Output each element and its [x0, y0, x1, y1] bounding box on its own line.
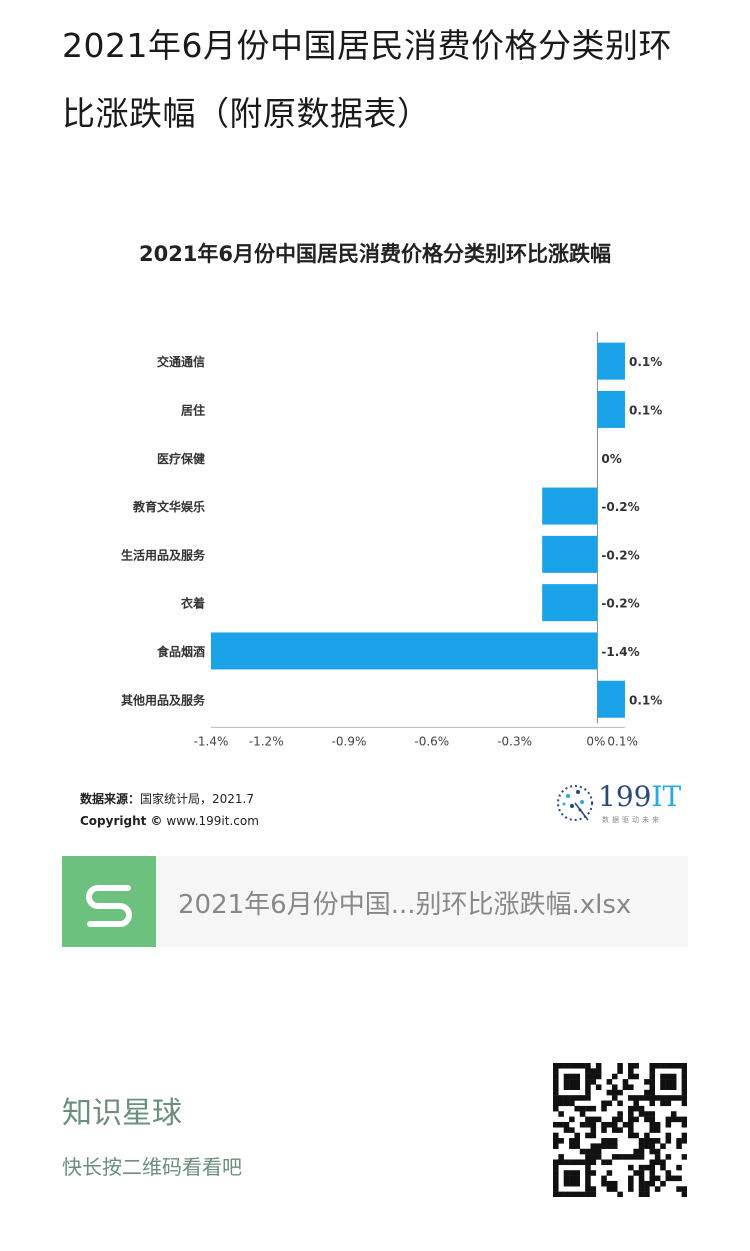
data-label: -0.2% [601, 548, 639, 562]
bar-4 [542, 535, 598, 573]
category-label: 居住 [181, 402, 205, 417]
file-name: 2021年6月份中国...别环比涨跌幅.xlsx [178, 890, 632, 920]
chart-source: 数据来源：国家统计局，2021.7 Copyright © www.199it.… [80, 788, 259, 832]
x-tick-label: -0.3% [497, 734, 532, 748]
logo-it: IT [651, 780, 682, 813]
bar-3 [542, 487, 598, 525]
spreadsheet-s-icon [62, 856, 156, 947]
bar-7 [597, 680, 625, 718]
attachment-file-card[interactable]: 2021年6月份中国...别环比涨跌幅.xlsx [62, 856, 688, 947]
qr-code-icon[interactable] [553, 1063, 688, 1198]
bar-5 [542, 584, 598, 622]
data-label: -0.2% [601, 597, 639, 611]
x-tick-label: -1.2% [249, 734, 284, 748]
copyright-text: www.199it.com [166, 814, 259, 828]
planet-name: 知识星球 [62, 1096, 182, 1131]
bar-6 [211, 632, 598, 670]
x-tick-label: -1.4% [194, 734, 229, 748]
category-label: 其他用品及服务 [121, 692, 206, 707]
data-label: 0% [601, 452, 621, 466]
category-label: 教育文华娱乐 [132, 499, 205, 514]
chart-title: 2021年6月份中国居民消费价格分类别环比涨跌幅 [138, 242, 612, 266]
logo-number: 199 [598, 780, 652, 813]
source-label: 数据来源： [80, 792, 141, 806]
data-label: -1.4% [601, 645, 639, 659]
bar-chart: 交通通信 0.1% 居住 0.1% 医疗保健 0% 教育文华娱乐 -0.2% 生活用品及服务 -0… [121, 332, 662, 748]
category-label: 医疗保健 [157, 451, 206, 466]
category-label: 衣着 [181, 596, 205, 611]
category-label: 食品烟酒 [156, 644, 205, 659]
data-label: 0.1% [629, 693, 662, 707]
category-label: 交通通信 [157, 354, 205, 369]
x-tick-label: 0.1% [607, 734, 638, 748]
199it-logo: 199IT 数据驱动未来 [552, 778, 702, 828]
x-tick-label: -0.6% [414, 734, 449, 748]
source-text: 国家统计局，2021.7 [140, 792, 255, 806]
data-label: 0.1% [629, 403, 662, 417]
data-label: -0.2% [601, 500, 639, 514]
copyright-label: Copyright © [80, 814, 163, 828]
post-title: 2021年6月份中国居民消费价格分类别环比涨跌幅（附原数据表） [62, 26, 672, 133]
bar-0 [597, 342, 625, 380]
x-tick-label: 0% [586, 734, 605, 748]
dandelion-logo-icon [557, 785, 593, 821]
category-label: 生活用品及服务 [121, 547, 206, 562]
data-label: 0.1% [629, 355, 662, 369]
logo-slogan: 数据驱动未来 [602, 816, 662, 824]
planet-hint: 快长按二维码看看吧 [62, 1155, 242, 1179]
chart-image: 2021年6月份中国居民消费价格分类别环比涨跌幅 交通通信 0.1% 居住 0.1% 医… [0, 220, 750, 840]
x-tick-label: -0.9% [332, 734, 367, 748]
bar-1 [597, 390, 625, 428]
